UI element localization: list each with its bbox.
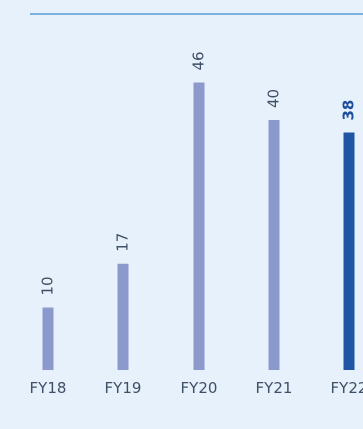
x-tick-label-fy20: FY20 (181, 379, 218, 397)
value-label-fy22: 38 (340, 100, 358, 121)
value-label-fy21: 40 (265, 89, 283, 108)
bar-fy18 (42, 307, 54, 370)
x-tick-labels-group: FY18 FY19 FY20 FY21 FY22 (30, 379, 363, 397)
x-tick-label-fy18: FY18 (30, 379, 67, 397)
value-label-fy18: 10 (39, 276, 57, 295)
bars-group (42, 82, 355, 370)
bar-fy19 (117, 263, 129, 370)
bar-fy20 (193, 82, 205, 370)
value-label-fy20: 46 (190, 51, 208, 70)
bar-fy22 (343, 132, 355, 370)
value-labels-group: 10 17 46 40 38 (39, 51, 358, 295)
x-tick-label-fy21: FY21 (256, 379, 293, 397)
value-label-fy19: 17 (114, 233, 132, 252)
x-tick-label-fy22: FY22 (331, 379, 363, 397)
x-tick-label-fy19: FY19 (105, 379, 142, 397)
bar-fy21 (268, 120, 280, 370)
